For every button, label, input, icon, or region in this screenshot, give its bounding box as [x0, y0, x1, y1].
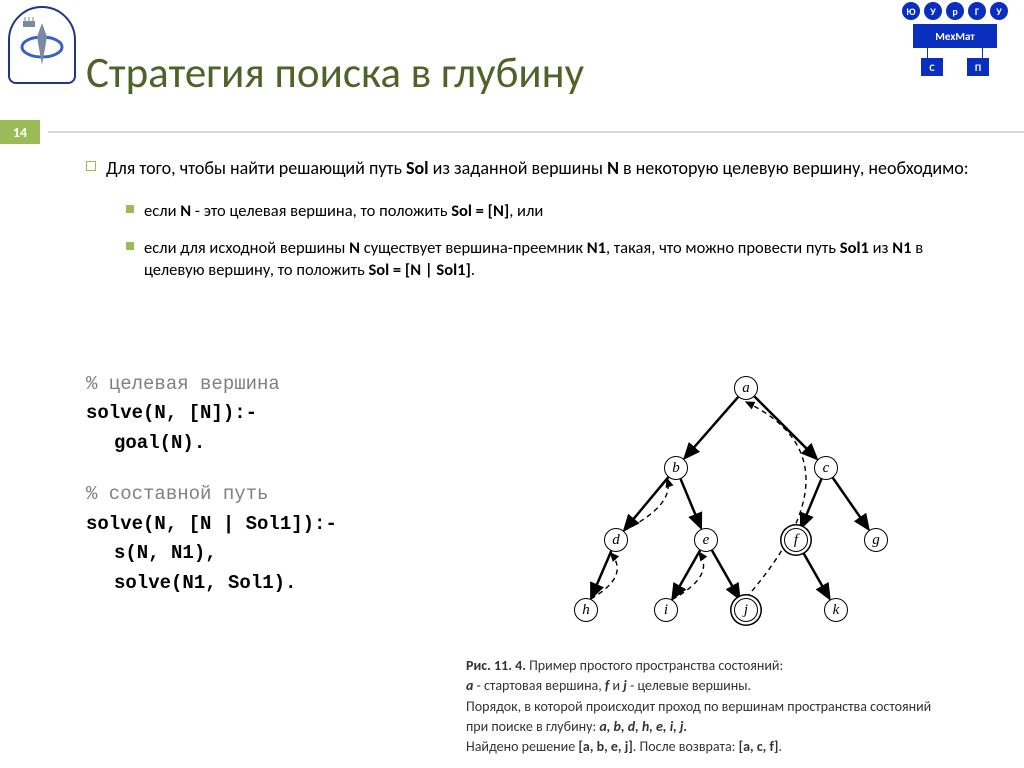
logo-letter: Г — [968, 2, 986, 20]
code-line: solve(N, [N]):- — [86, 399, 466, 428]
logo-letter: У — [990, 2, 1008, 20]
figure-wrapper: a b c d e f g h i j k Рис. 11. 4. Пример простого … — [466, 370, 1004, 757]
content-area: Для того, чтобы найти решающий путь Sol … — [86, 156, 974, 295]
tree-edges-svg — [466, 370, 946, 650]
tree-node-k: k — [824, 598, 848, 622]
tree-node-g: g — [864, 528, 888, 552]
bullet-text: если для исходной вершины N существует в… — [144, 237, 974, 282]
slide-number-bar: 14 — [0, 120, 1024, 144]
logo-sub: С — [921, 58, 943, 76]
state-space-tree: a b c d e f g h i j k — [466, 370, 946, 650]
bullet-filled-icon — [126, 205, 134, 213]
tree-node-j: j — [734, 598, 758, 622]
divider — [48, 131, 1024, 133]
tree-node-d: d — [604, 528, 628, 552]
slide-number: 14 — [0, 120, 40, 144]
logo-letter: р — [946, 2, 964, 20]
code-line: goal(N). — [86, 429, 466, 458]
shield-icon — [17, 17, 67, 73]
logo-letter: Ю — [902, 2, 920, 20]
tree-node-b: b — [664, 456, 688, 480]
slide-title: Стратегия поиска в глубину — [86, 46, 584, 99]
bullet-text: Для того, чтобы найти решающий путь Sol … — [106, 156, 969, 180]
university-shield-logo — [8, 6, 76, 84]
bullet-level2: если N - это целевая вершина, то положит… — [126, 200, 974, 222]
tree-node-a: a — [734, 376, 758, 400]
code-line: s(N, N1), — [86, 539, 466, 568]
tree-node-e: e — [694, 528, 718, 552]
mechmat-logo: Ю У р Г У МехМат С П — [900, 2, 1010, 76]
tree-node-i: i — [654, 598, 678, 622]
code-block: % целевая вершина solve(N, [N]):- goal(N… — [86, 370, 466, 757]
bullet-level2: если для исходной вершины N существует в… — [126, 237, 974, 282]
tree-node-f: f — [784, 528, 808, 552]
mechmat-label: МехМат — [913, 24, 997, 48]
bullet-filled-icon — [126, 242, 134, 250]
logo-sub: П — [967, 58, 989, 76]
logo-letter: У — [924, 2, 942, 20]
logo-letters-row: Ю У р Г У — [900, 2, 1010, 20]
code-line: solve(N1, Sol1). — [86, 569, 466, 598]
tree-node-h: h — [574, 598, 598, 622]
tree-node-c: c — [814, 456, 838, 480]
figure-caption: Рис. 11. 4. Пример простого пространства… — [466, 656, 956, 757]
lower-section: % целевая вершина solve(N, [N]):- goal(N… — [86, 370, 1004, 757]
bullet-text: если N - это целевая вершина, то положит… — [144, 200, 543, 222]
code-comment: % целевая вершина — [86, 370, 466, 399]
bullet-level1: Для того, чтобы найти решающий путь Sol … — [86, 156, 974, 180]
code-comment: % составной путь — [86, 480, 466, 509]
code-line: solve(N, [N | Sol1]):- — [86, 510, 466, 539]
bullet-square-icon — [86, 161, 96, 171]
